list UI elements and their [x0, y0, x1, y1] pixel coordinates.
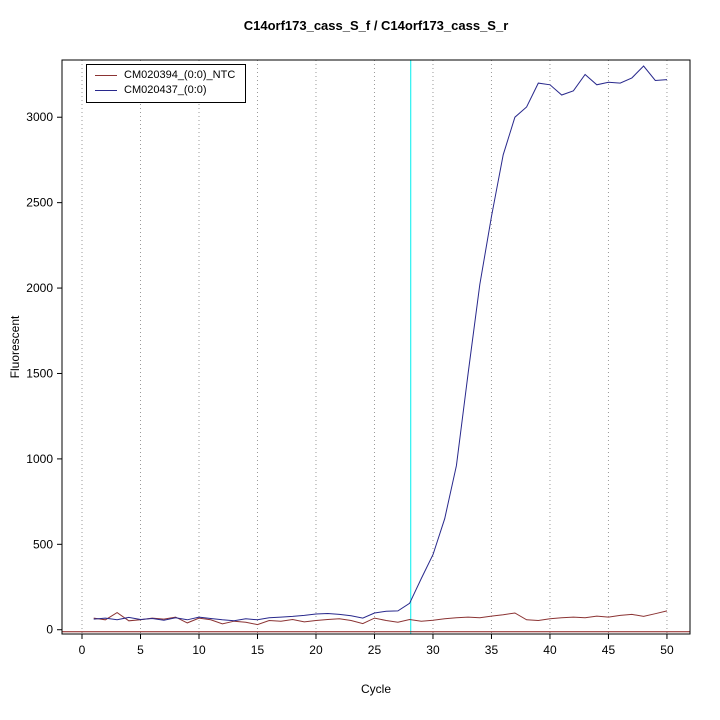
x-tick-label: 30: [426, 643, 440, 657]
series-line-0: [93, 610, 668, 626]
x-tick-label: 20: [309, 643, 323, 657]
x-tick-label: 10: [192, 643, 206, 657]
x-axis-label: Cycle: [360, 682, 391, 696]
legend-item-sample: CM020437_(0:0): [95, 83, 235, 98]
x-tick-label: 45: [602, 643, 616, 657]
legend-label-sample: CM020437_(0:0): [124, 84, 207, 96]
x-tick-label: 25: [368, 643, 382, 657]
y-tick-label: 3000: [26, 110, 53, 124]
chart-title: C14orf173_cass_S_f / C14orf173_cass_S_r: [243, 18, 509, 33]
legend-label-ntc: CM020394_(0:0)_NTC: [124, 69, 236, 81]
legend-line-swatch-ntc: [95, 75, 117, 76]
x-tick-label: 50: [660, 643, 674, 657]
y-tick-label: 1500: [26, 366, 53, 380]
legend: CM020394_(0:0)_NTC CM020437_(0:0): [86, 64, 247, 103]
series-line-1: [93, 65, 668, 622]
y-tick-label: 1000: [26, 452, 53, 466]
y-tick-label: 2000: [26, 281, 53, 295]
y-tick-label: 2500: [26, 196, 53, 210]
x-tick-label: 15: [251, 643, 265, 657]
x-tick-label: 5: [137, 643, 144, 657]
legend-line-swatch-sample: [95, 90, 117, 91]
x-tick-label: 0: [79, 643, 86, 657]
plot-border: [61, 59, 691, 635]
x-tick-label: 35: [485, 643, 499, 657]
y-tick-label: 500: [33, 537, 53, 551]
legend-item-ntc: CM020394_(0:0)_NTC: [95, 68, 235, 83]
y-tick-label: 0: [46, 623, 53, 637]
x-tick-label: 40: [543, 643, 557, 657]
